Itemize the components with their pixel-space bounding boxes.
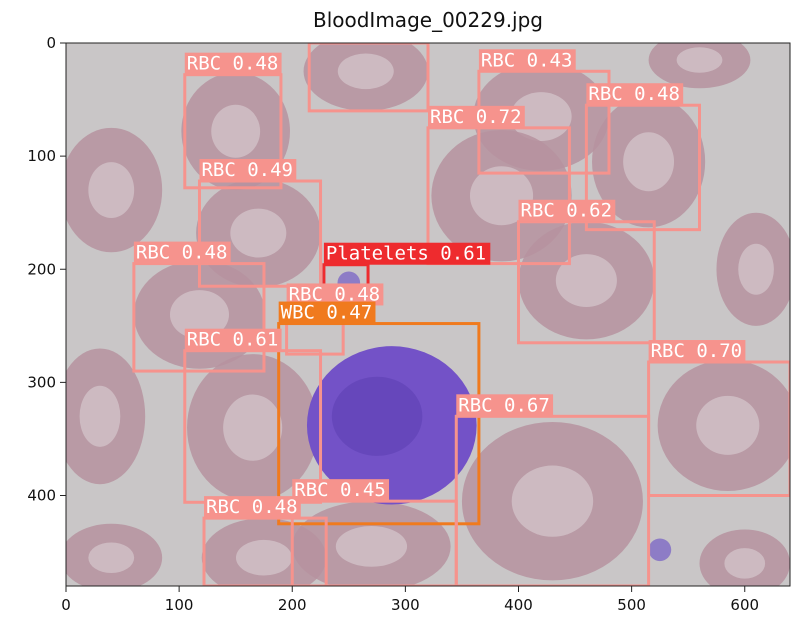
- x-tick-label: 200: [278, 596, 307, 614]
- red-blood-cell-center: [230, 208, 287, 258]
- white-blood-cell-nucleus: [331, 376, 423, 456]
- detection-label-bg: [428, 105, 525, 128]
- axes-frame: [65, 42, 791, 587]
- x-tick-label: 500: [617, 596, 646, 614]
- detection-label-bg: [292, 479, 390, 502]
- detection-label: RBC 0.61: [187, 329, 279, 351]
- detection-wbc: WBC 0.47: [277, 301, 481, 526]
- detection-label: RBC 0.45: [294, 479, 386, 501]
- detection-label: RBC 0.67: [458, 394, 550, 416]
- figure-title: BloodImage_00229.jpg: [312, 8, 543, 32]
- detection-rbc: RBC 0.72: [426, 105, 571, 266]
- detection-label: RBC 0.48: [136, 242, 228, 264]
- detection-label-bg: [278, 301, 376, 324]
- x-tick-label: 0: [61, 596, 71, 614]
- detection-rbc: RBC 0.48: [183, 52, 283, 190]
- detection-label: Platelets 0.61: [326, 243, 486, 265]
- detection-box: [277, 322, 481, 526]
- detection-label: WBC 0.47: [281, 302, 373, 324]
- red-blood-cell-center: [335, 526, 408, 567]
- detection-boxes: RBC 0.57 RBC 0.48 RBC 0.43 RBC 0.48 RBC 0.72…: [132, 21, 790, 586]
- detection-label-bg: [184, 52, 282, 75]
- x-tick-label: 600: [730, 596, 759, 614]
- x-tick-label: 100: [165, 596, 194, 614]
- detection-rbc: RBC 0.48: [285, 283, 384, 356]
- detection-label-bg: [456, 394, 554, 417]
- detection-platelets: Platelets 0.61: [322, 242, 491, 307]
- detection-label-bg: [648, 340, 746, 363]
- detection-label-bg: [204, 496, 301, 519]
- red-blood-cell-center: [724, 548, 766, 579]
- y-tick-label: 200: [27, 260, 56, 278]
- detection-label-bg: [478, 49, 576, 72]
- detection-label-bg: [518, 199, 616, 222]
- detection-box: [307, 43, 430, 113]
- x-tick-label: 400: [504, 596, 533, 614]
- detection-rbc: RBC 0.45: [290, 479, 458, 586]
- detection-label-bg: [184, 328, 282, 351]
- detection-label: RBC 0.72: [430, 106, 522, 128]
- detection-label: RBC 0.48: [588, 83, 680, 105]
- detection-label-bg: [586, 83, 684, 106]
- detection-label-bg: [199, 159, 297, 182]
- detection-label: RBC 0.48: [206, 496, 298, 518]
- detection-label-bg: [323, 242, 491, 265]
- red-blood-cell-center: [469, 166, 534, 226]
- red-blood-cell-center: [88, 162, 135, 219]
- detection-rbc: RBC 0.62: [517, 199, 656, 345]
- red-blood-cell-center: [337, 53, 394, 90]
- y-tick-label: 100: [27, 147, 56, 165]
- red-blood-cell-center: [79, 385, 121, 447]
- red-blood-cell-center: [235, 539, 292, 576]
- red-blood-cell-center: [511, 465, 594, 537]
- detection-rbc: RBC 0.49: [197, 159, 323, 288]
- red-blood-cell-center: [676, 47, 723, 73]
- red-blood-cell-center: [623, 132, 675, 192]
- detection-label: RBC 0.57: [311, 21, 403, 43]
- detection-label: RBC 0.62: [521, 200, 613, 222]
- red-blood-cell-center: [223, 394, 283, 461]
- detection-label: RBC 0.49: [201, 159, 293, 181]
- platelet: [648, 538, 672, 562]
- detection-label: RBC 0.48: [187, 53, 279, 75]
- detection-rbc: RBC 0.48: [132, 241, 266, 373]
- red-blood-cell-center: [696, 395, 760, 455]
- detection-label: RBC 0.43: [481, 49, 573, 71]
- detection-label-bg: [286, 283, 384, 306]
- red-blood-cell-center: [88, 542, 135, 573]
- detection-rbc: RBC 0.48: [584, 83, 701, 232]
- detection-label: RBC 0.48: [289, 283, 381, 305]
- x-tick-label: 300: [391, 596, 420, 614]
- detection-label-bg: [133, 241, 231, 264]
- red-blood-cell-center: [169, 290, 230, 339]
- detection-rbc: RBC 0.57: [307, 21, 430, 113]
- blood-smear-image: [66, 43, 790, 586]
- red-blood-cell-center: [738, 243, 774, 295]
- y-tick-label: 300: [27, 373, 56, 391]
- y-tick-label: 0: [46, 34, 56, 52]
- red-blood-cell-center: [211, 104, 261, 158]
- y-tick-label: 400: [27, 487, 56, 505]
- red-blood-cell-center: [555, 254, 617, 308]
- axis-ticks: 0 100 200 300 400 500 600 0 100 200 300 400: [27, 34, 759, 614]
- detection-label: RBC 0.70: [651, 340, 743, 362]
- detection-rbc: RBC 0.48: [202, 496, 328, 586]
- detection-label-bg: [309, 21, 406, 43]
